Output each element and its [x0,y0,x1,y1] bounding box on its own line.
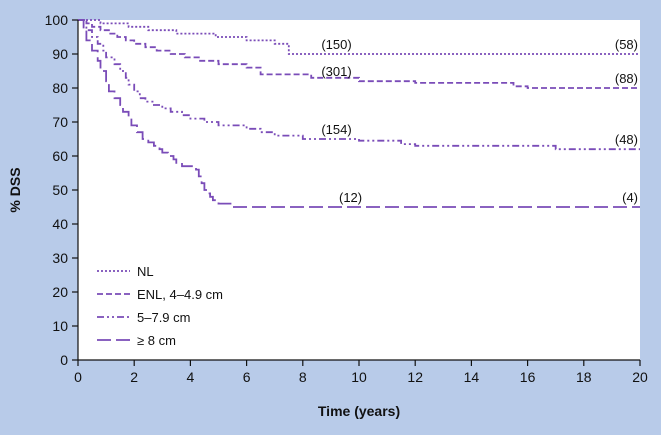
y-tick-label: 100 [45,12,69,28]
legend-label: ≥ 8 cm [137,333,176,348]
legend-label: 5–7.9 cm [137,310,190,325]
survival-curves [78,19,640,208]
series-line-3 [78,19,640,151]
y-axis-title: % DSS [7,167,23,212]
at-risk-label: (12) [339,190,362,205]
x-tick-label: 8 [299,369,307,385]
y-tick-label: 20 [52,284,68,300]
y-tick-label: 60 [52,148,68,164]
series-line-4 [78,19,640,208]
legend-label: NL [137,264,154,279]
plot-area [78,20,640,360]
x-tick-label: 14 [464,369,480,385]
y-tick-label: 80 [52,80,68,96]
at-risk-label: (150) [321,37,351,52]
at-risk-label: (48) [615,132,638,147]
y-ticks: 0 10 20 30 40 50 60 70 80 90 100 [45,12,78,368]
x-tick-label: 6 [243,369,251,385]
x-axis-title: Time (years) [318,403,400,419]
x-tick-label: 4 [187,369,195,385]
at-risk-label: (301) [321,64,351,79]
y-tick-label: 90 [52,46,68,62]
y-tick-label: 50 [52,182,68,198]
x-tick-label: 0 [74,369,82,385]
x-tick-label: 12 [407,369,423,385]
y-tick-label: 0 [60,352,68,368]
at-risk-label: (58) [615,37,638,52]
at-risk-label: (154) [321,122,351,137]
series-line-1 [78,19,640,55]
y-tick-label: 30 [52,250,68,266]
x-ticks: 0 2 4 6 8 10 12 14 16 18 20 [74,360,648,385]
y-tick-label: 40 [52,216,68,232]
at-risk-label: (4) [622,190,638,205]
legend: NL ENL, 4–4.9 cm 5–7.9 cm ≥ 8 cm [97,264,223,348]
legend-label: ENL, 4–4.9 cm [137,287,223,302]
x-tick-label: 2 [130,369,138,385]
y-tick-label: 70 [52,114,68,130]
x-tick-label: 18 [576,369,592,385]
at-risk-annotations: (150) (58) (301) (88) (154) (48) (12) (4) [321,37,638,205]
x-tick-label: 10 [351,369,367,385]
x-tick-label: 20 [632,369,648,385]
x-tick-label: 16 [520,369,536,385]
at-risk-label: (88) [615,71,638,86]
y-tick-label: 10 [52,318,68,334]
